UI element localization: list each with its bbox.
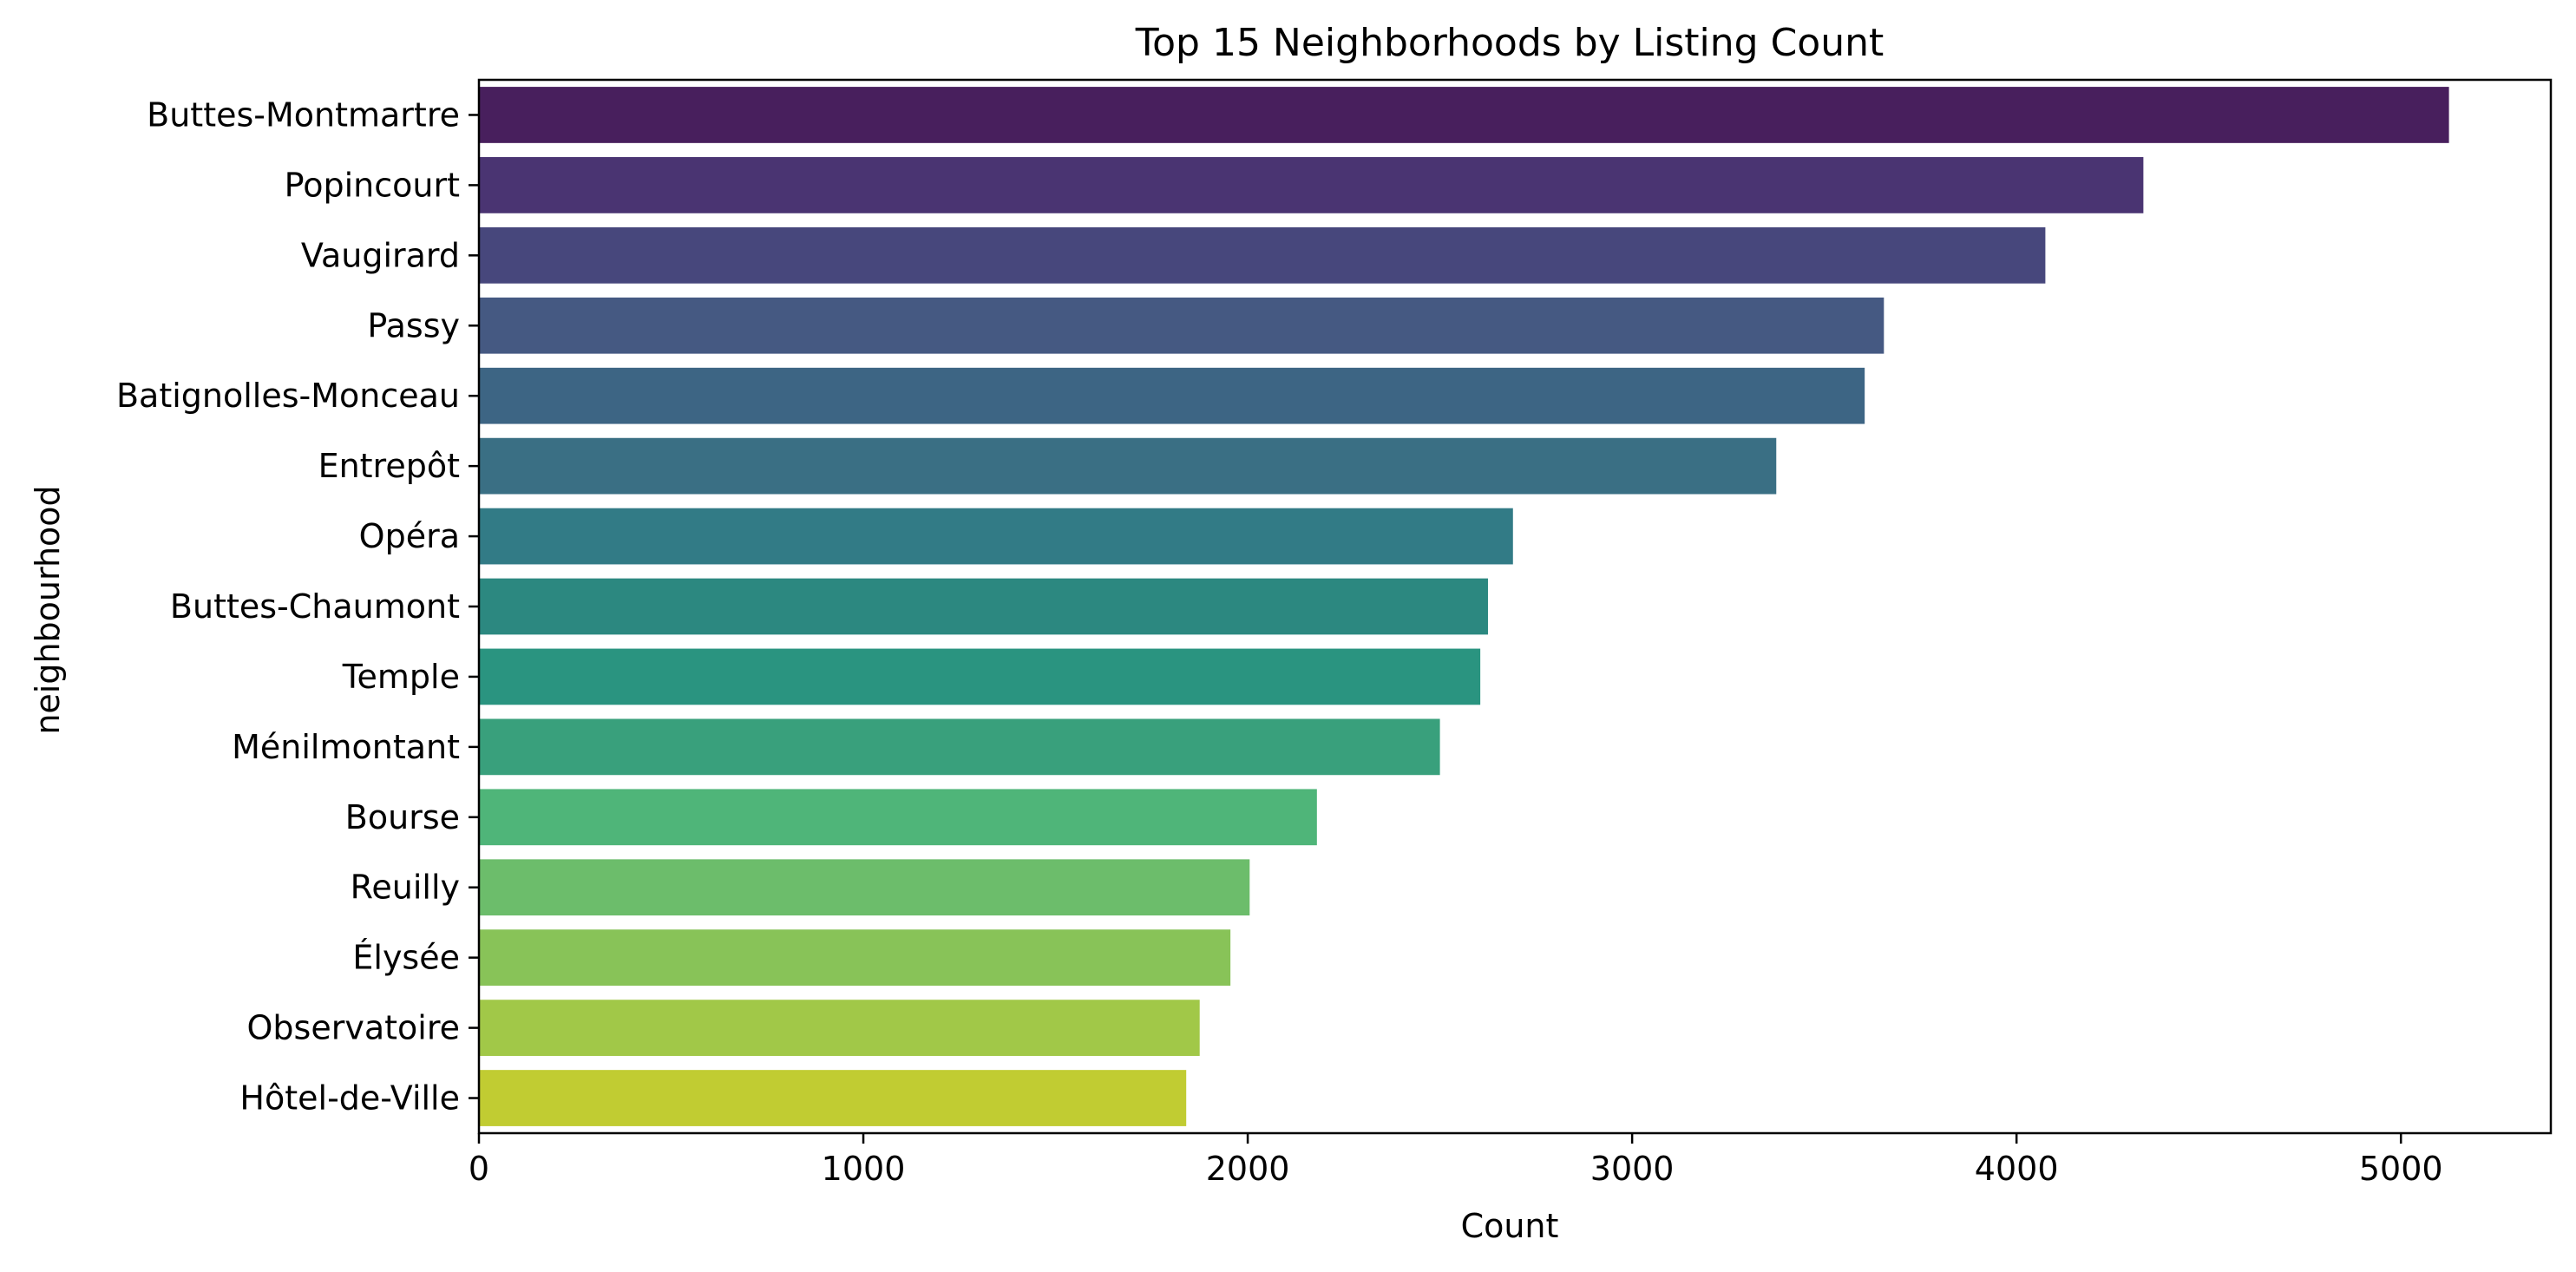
bar bbox=[479, 508, 1513, 565]
x-tick-label: 3000 bbox=[1590, 1150, 1675, 1188]
bars-group bbox=[479, 87, 2449, 1126]
bar bbox=[479, 367, 1865, 424]
y-tick-label: Passy bbox=[367, 306, 460, 344]
y-tick-label: Opéra bbox=[359, 517, 460, 555]
y-tick-label: Hôtel-de-Ville bbox=[239, 1079, 460, 1118]
y-tick-label: Popincourt bbox=[285, 166, 460, 204]
y-tick-label: Buttes-Montmartre bbox=[147, 95, 460, 134]
bar bbox=[479, 789, 1317, 846]
bar bbox=[479, 297, 1884, 354]
bar bbox=[479, 157, 2144, 213]
bar bbox=[479, 648, 1481, 705]
y-tick-label: Observatoire bbox=[247, 1009, 460, 1047]
y-tick-label: Élysée bbox=[352, 939, 460, 977]
y-tick-label: Ménilmontant bbox=[232, 728, 460, 766]
y-axis-label: neighbourhood bbox=[29, 485, 67, 734]
chart-title: Top 15 Neighborhoods by Listing Count bbox=[1135, 21, 1884, 65]
bar bbox=[479, 437, 1777, 495]
y-tick-label: Temple bbox=[342, 658, 460, 696]
x-tick-label: 4000 bbox=[1975, 1150, 2059, 1188]
y-tick-label: Reuilly bbox=[351, 869, 460, 907]
bar bbox=[479, 929, 1231, 987]
plot-frame bbox=[477, 78, 2553, 1135]
x-tick-label: 2000 bbox=[1206, 1150, 1290, 1188]
bar bbox=[479, 859, 1250, 916]
bar bbox=[479, 1070, 1187, 1126]
y-ticks-group: Buttes-Montmartre Popincourt Vaugirard Pass… bbox=[116, 95, 479, 1118]
y-tick-label: Batignolles-Monceau bbox=[116, 377, 460, 415]
x-tick-label: 5000 bbox=[2359, 1150, 2443, 1188]
x-tick-label: 1000 bbox=[822, 1150, 906, 1188]
y-tick-label: Vaugirard bbox=[301, 236, 460, 274]
bar bbox=[479, 718, 1440, 776]
x-tick-label: 0 bbox=[469, 1150, 489, 1188]
bar bbox=[479, 1000, 1200, 1056]
bar bbox=[479, 578, 1488, 635]
bar bbox=[479, 87, 2449, 143]
y-tick-label: Entrepôt bbox=[318, 447, 460, 485]
x-ticks-group: 0 1000 2000 3000 4000 5000 bbox=[469, 1133, 2443, 1188]
bar bbox=[479, 226, 2046, 284]
x-axis-label: Count bbox=[1461, 1207, 1559, 1245]
y-tick-label: Buttes-Chaumont bbox=[170, 587, 460, 626]
y-tick-label: Bourse bbox=[345, 798, 460, 836]
